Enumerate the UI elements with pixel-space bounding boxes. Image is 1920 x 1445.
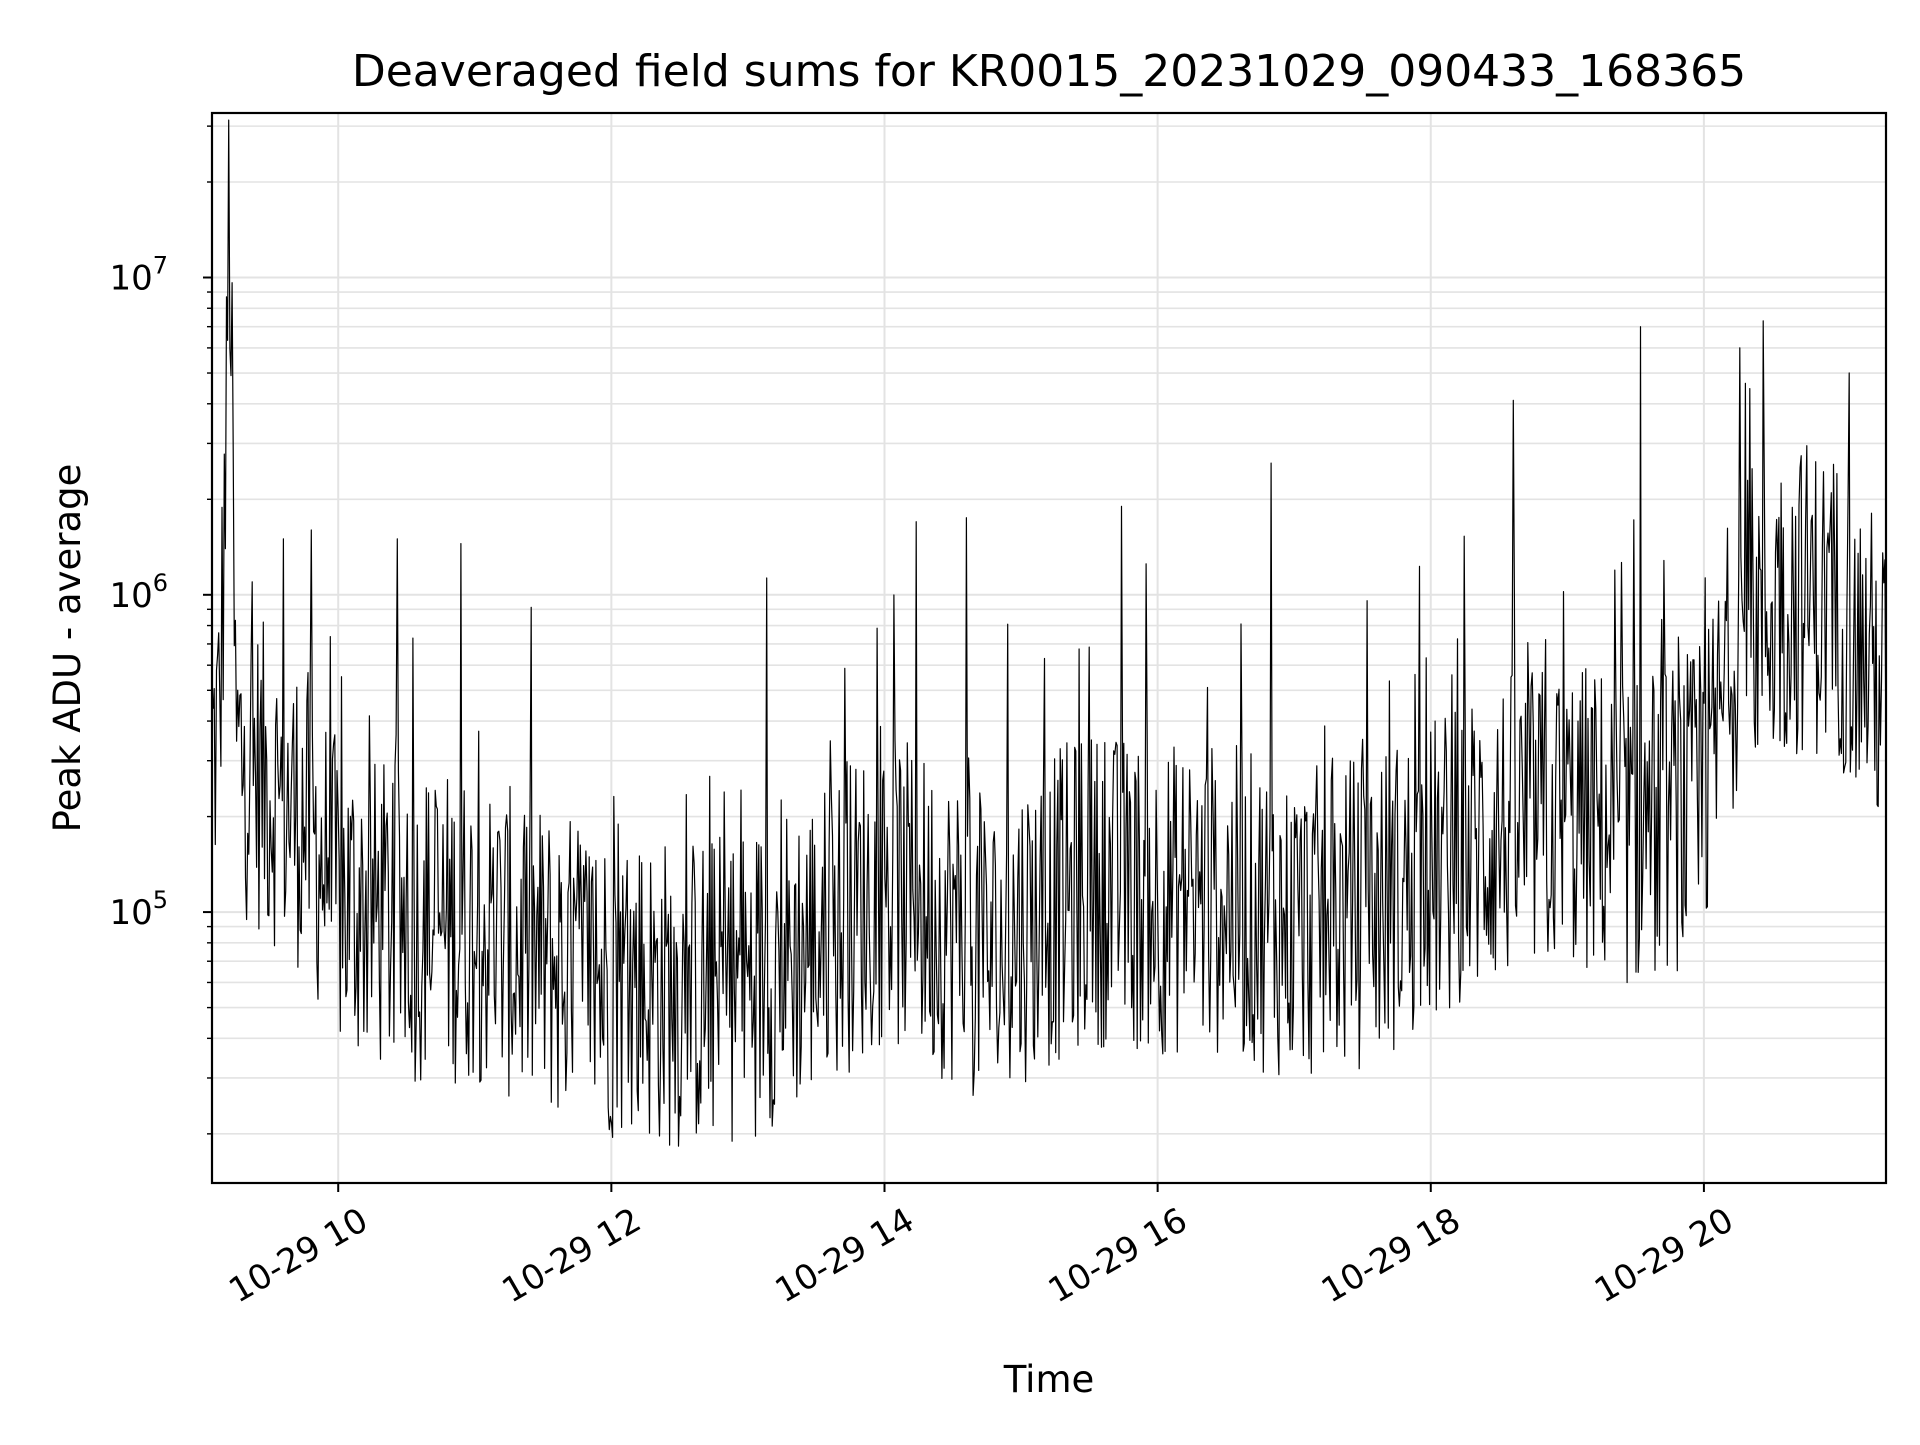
plot-frame — [210, 111, 1888, 1185]
series-line-0 — [211, 119, 1887, 1147]
grid-layer — [212, 113, 1886, 1183]
series-layer — [211, 119, 1887, 1147]
y-tick-exponent: 7 — [153, 252, 168, 280]
x-axis-label: Time — [1003, 1358, 1095, 1401]
y-tick-label: 106 — [109, 569, 168, 616]
y-tick-base: 10 — [109, 893, 152, 933]
y-tick-base: 10 — [109, 259, 152, 299]
y-tick-label: 105 — [109, 886, 168, 933]
y-axis-label: Peak ADU - average — [46, 464, 89, 833]
y-tick-exponent: 5 — [153, 886, 168, 914]
y-tick-label: 107 — [109, 252, 168, 299]
chart-title: Deaveraged field sums for KR0015_2023102… — [352, 46, 1746, 97]
y-tick-exponent: 6 — [153, 569, 168, 597]
y-tick-base: 10 — [109, 576, 152, 616]
